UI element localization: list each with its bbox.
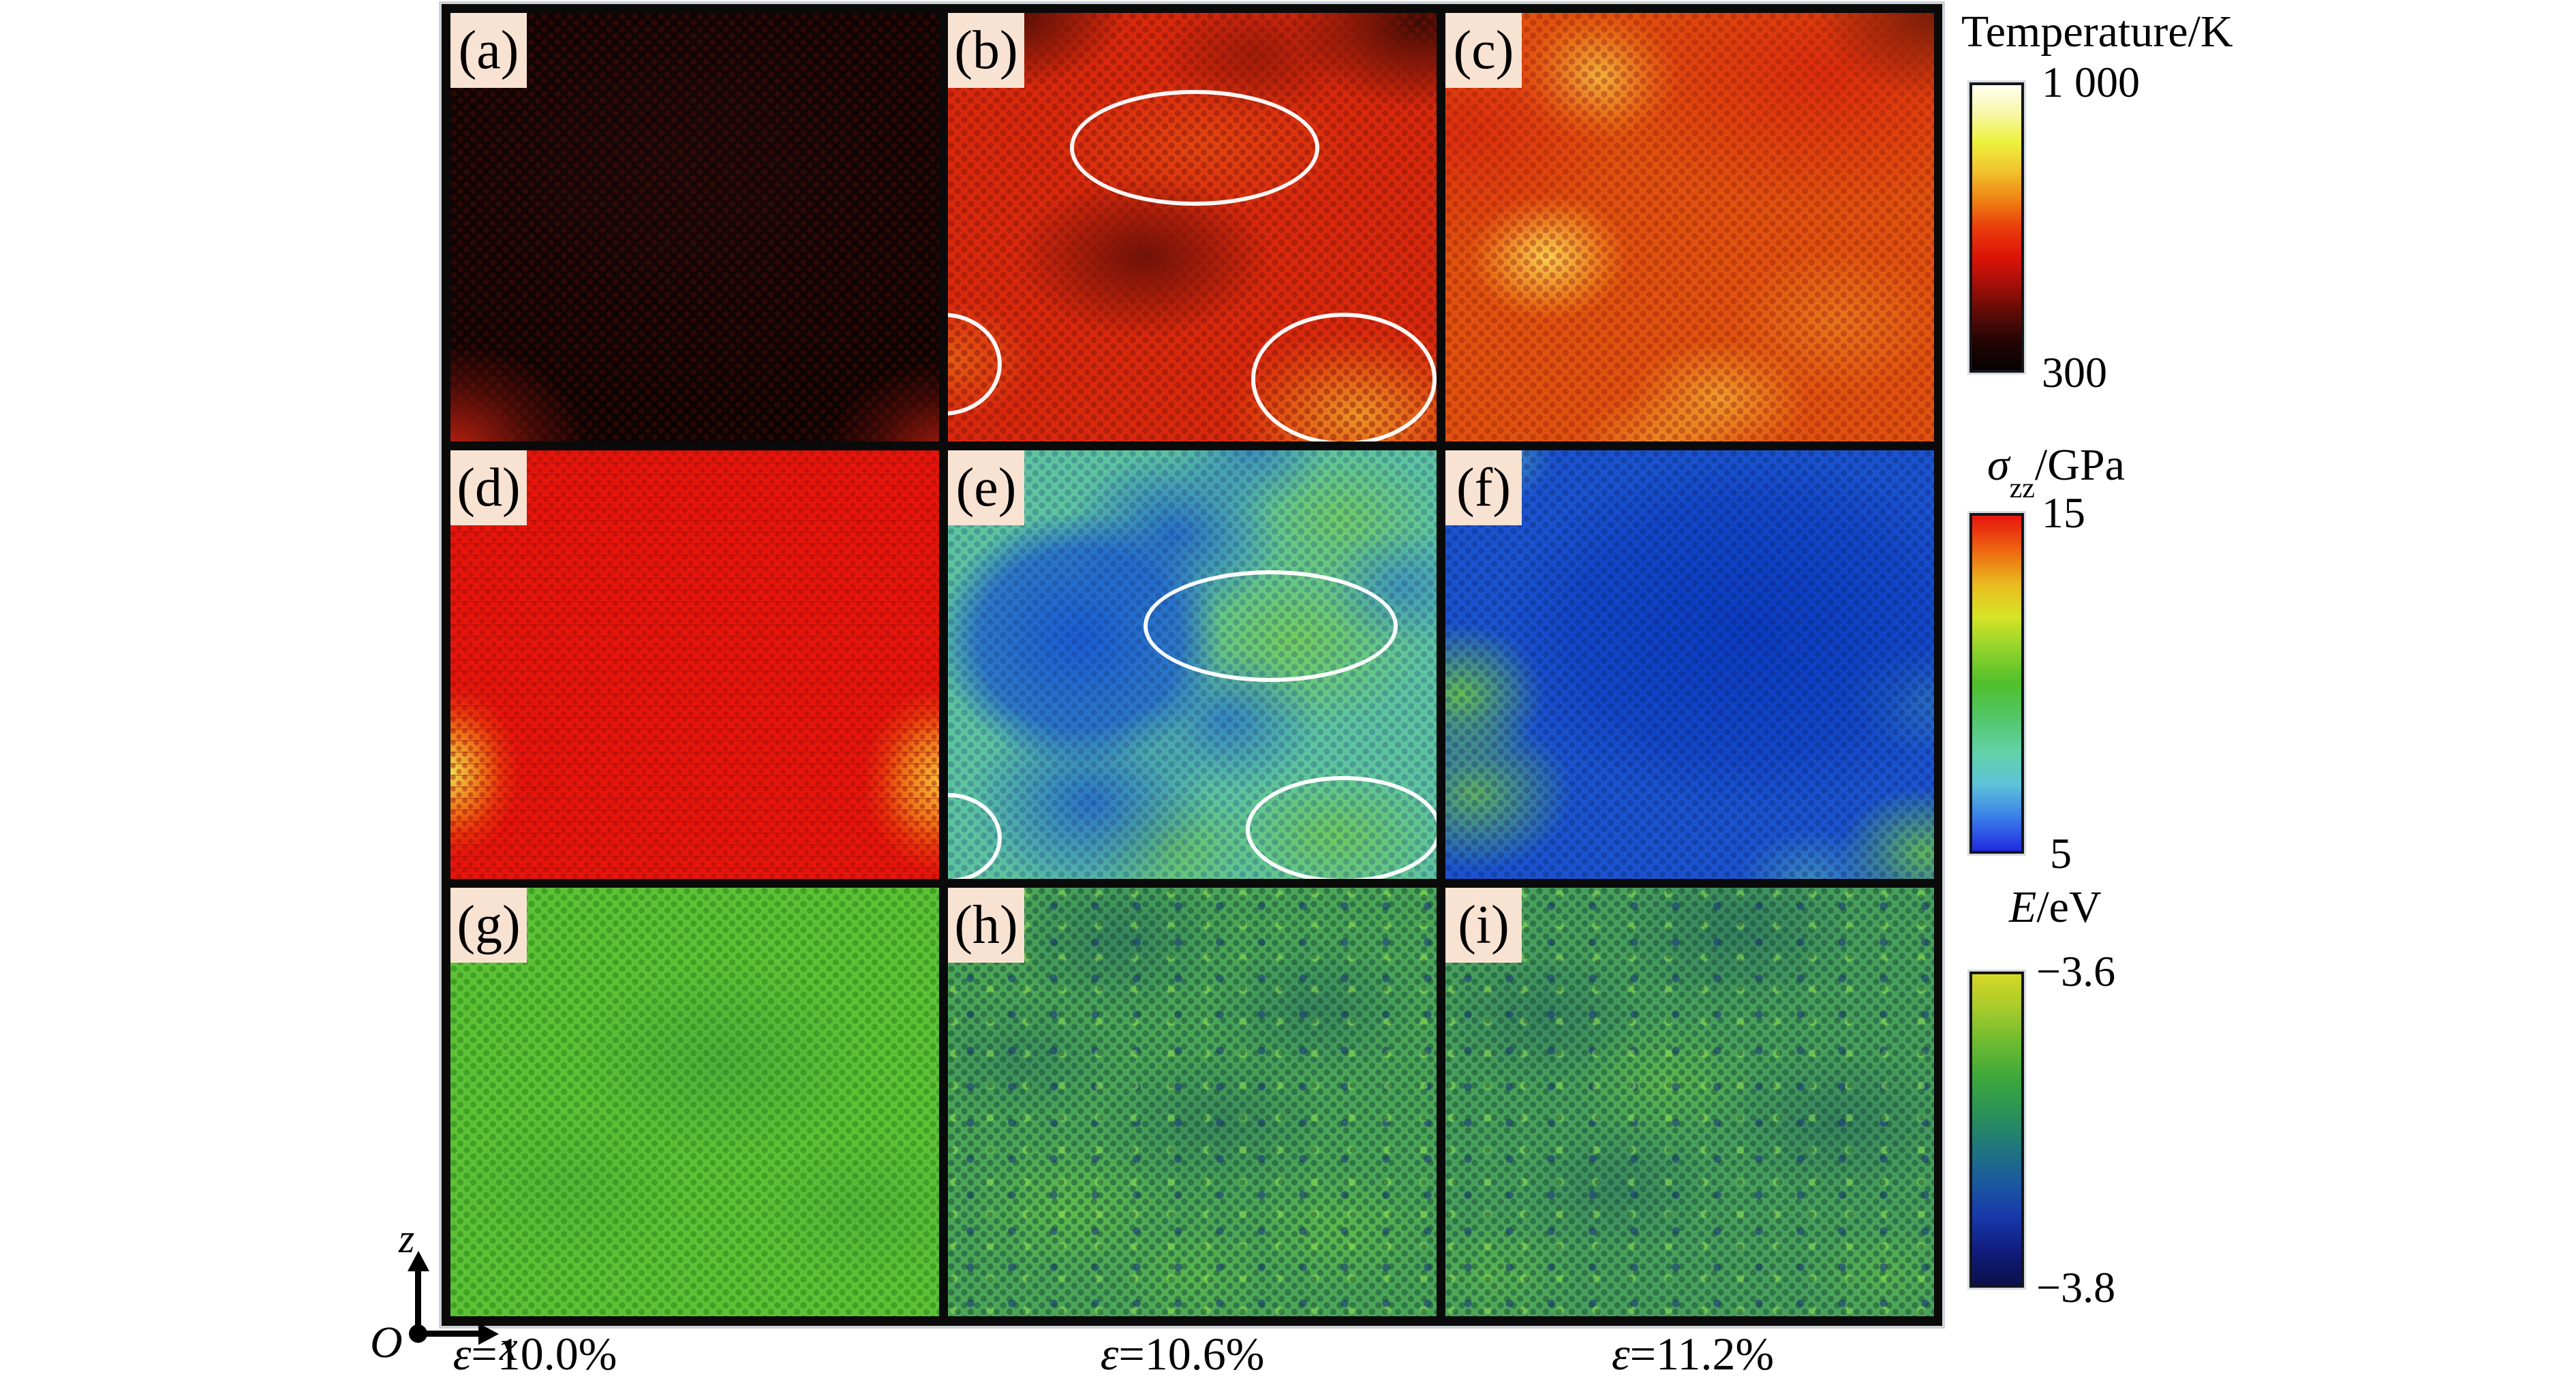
panel-b-temperature: (b) [948, 13, 1437, 441]
origin-label: O [370, 1318, 403, 1367]
snapshot-grid: (a) (b) (c) (d) (e) [442, 4, 1942, 1326]
panel-h-energy: (h) [948, 888, 1437, 1316]
panel-label: (g) [457, 895, 521, 955]
colorbar-stress-title: σzz/GPa [1987, 440, 2125, 503]
panel-d-stress: (d) [450, 450, 939, 879]
x-axis-label: x [500, 1324, 518, 1369]
panel-label: (f) [1456, 458, 1511, 518]
panel-a-temperature: (a) [450, 13, 939, 441]
sigma-subscript: zz [2009, 473, 2035, 504]
colorbar-temperature-min: 300 [2042, 348, 2107, 397]
colorbar-temperature-title: Temperature/K [1961, 8, 2233, 55]
colorbar-temperature-gradient [1969, 82, 2024, 373]
strain-label-col2: ε=10.6% [978, 1329, 1387, 1379]
colorbar-energy-max: −3.6 [2036, 947, 2116, 995]
colorbar-energy-gradient [1969, 972, 2024, 1288]
z-axis-arrow [415, 1269, 421, 1333]
panel-label-box: (d) [450, 450, 527, 525]
stress-unit: /GPa [2034, 440, 2125, 490]
x-axis-arrowhead-icon [478, 1323, 499, 1345]
colorbar-stress-gradient [1969, 513, 2024, 854]
panel-label-box: (g) [450, 888, 527, 963]
colorbar-stress-max: 15 [2042, 488, 2085, 537]
panel-label-box: (i) [1445, 888, 1522, 963]
highlight-ellipse [948, 313, 1002, 416]
strain-label-col3: ε=11.2% [1488, 1329, 1897, 1379]
sigma-symbol: σ [1987, 440, 2010, 490]
energy-unit: /eV [2036, 882, 2102, 932]
panel-label-box: (a) [450, 13, 527, 88]
z-axis-arrowhead-icon [408, 1251, 429, 1271]
epsilon-symbol: ε [1100, 1328, 1119, 1380]
panel-c-temperature: (c) [1445, 13, 1934, 441]
panel-label-box: (h) [948, 888, 1024, 963]
panel-label: (b) [954, 20, 1018, 80]
highlight-ellipse [1070, 90, 1319, 206]
panel-label: (e) [955, 458, 1017, 518]
z-axis-label: z [399, 1216, 415, 1261]
panel-label: (i) [1458, 895, 1509, 955]
highlight-ellipse [1246, 776, 1437, 879]
highlight-ellipse [948, 793, 1002, 879]
panel-g-energy: (g) [450, 888, 939, 1316]
colorbar-energy-min: −3.8 [2036, 1263, 2116, 1312]
panel-label: (a) [458, 20, 519, 80]
epsilon-symbol: ε [453, 1328, 472, 1380]
energy-symbol: E [2009, 882, 2037, 932]
epsilon-symbol: ε [1611, 1328, 1630, 1380]
panel-label-box: (e) [948, 450, 1024, 525]
panel-f-stress: (f) [1445, 450, 1934, 879]
panel-e-stress: (e) [948, 450, 1437, 879]
highlight-ellipse [1143, 570, 1398, 682]
colorbar-title-text: Temperature/K [1961, 7, 2233, 57]
strain-value: =10.6% [1118, 1328, 1265, 1380]
x-axis-arrow [418, 1331, 480, 1337]
strain-value: =11.2% [1629, 1328, 1775, 1380]
panel-label-box: (b) [948, 13, 1024, 88]
panel-i-energy: (i) [1445, 888, 1934, 1316]
colorbar-energy-title: E/eV [2009, 884, 2102, 931]
panel-label: (d) [457, 458, 521, 518]
colorbar-stress-min: 5 [2050, 829, 2072, 878]
origin-dot-icon [409, 1324, 427, 1343]
highlight-ellipse [1251, 313, 1437, 441]
panel-label-box: (c) [1445, 13, 1522, 88]
panel-label-box: (f) [1445, 450, 1522, 525]
panel-label: (h) [954, 895, 1018, 955]
panel-label: (c) [1453, 20, 1514, 80]
colorbar-temperature-max: 1 000 [2042, 58, 2140, 106]
